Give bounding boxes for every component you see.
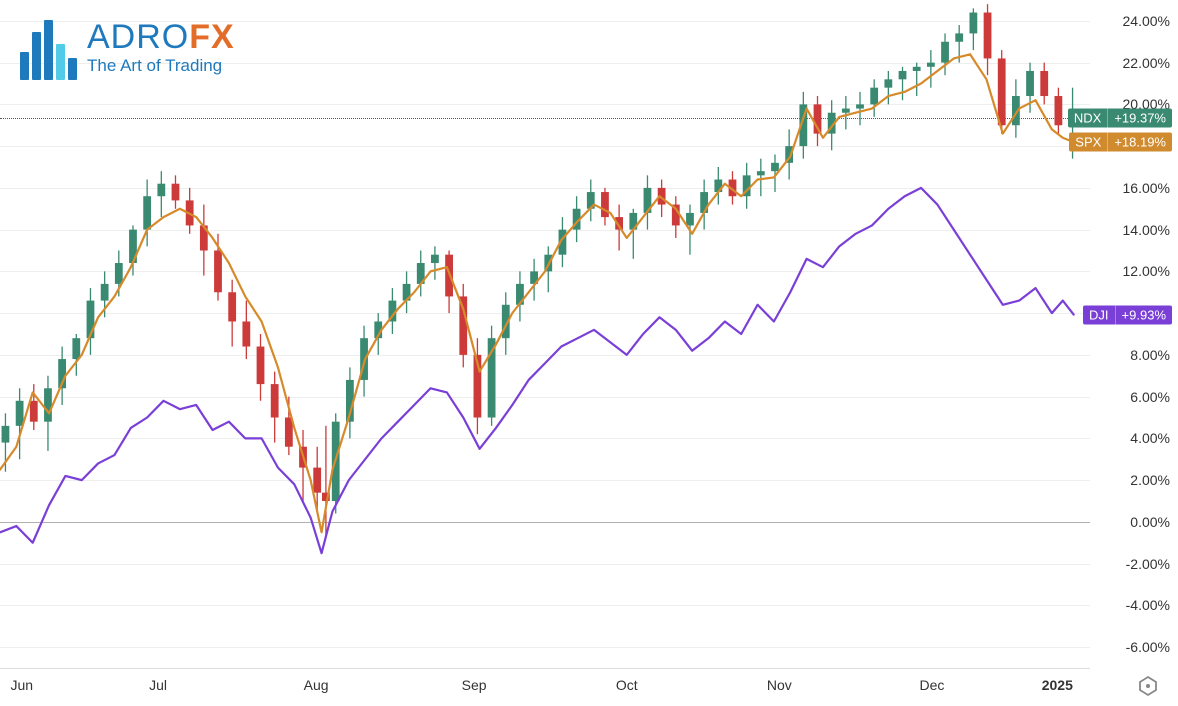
price-badge-spx[interactable]: SPX+18.19% <box>1069 133 1172 152</box>
y-tick-label: 8.00% <box>1130 347 1170 363</box>
y-tick-label: 2.00% <box>1130 472 1170 488</box>
x-tick-label: Dec <box>919 677 944 693</box>
logo-tagline: The Art of Trading <box>87 56 235 76</box>
badge-value: +9.93% <box>1115 305 1172 324</box>
logo-fx: FX <box>189 18 234 56</box>
x-tick-label: Jun <box>11 677 34 693</box>
price-badge-ndx[interactable]: NDX+19.37% <box>1068 108 1172 127</box>
x-tick-label: 2025 <box>1042 677 1073 693</box>
y-tick-label: 22.00% <box>1123 55 1170 71</box>
y-tick-label: -4.00% <box>1126 597 1170 613</box>
chart-plot-area[interactable] <box>0 0 1090 668</box>
badge-symbol: NDX <box>1068 108 1107 127</box>
y-tick-label: 4.00% <box>1130 430 1170 446</box>
x-tick-label: Nov <box>767 677 792 693</box>
badge-value: +18.19% <box>1107 133 1172 152</box>
badge-symbol: SPX <box>1069 133 1107 152</box>
y-tick-label: 0.00% <box>1130 514 1170 530</box>
y-tick-label: -6.00% <box>1126 639 1170 655</box>
logo-adro: ADRO <box>87 18 189 56</box>
badge-value: +19.37% <box>1107 108 1172 127</box>
y-tick-label: 14.00% <box>1123 222 1170 238</box>
price-badge-dji[interactable]: DJI+9.93% <box>1083 305 1172 324</box>
y-tick-label: 6.00% <box>1130 389 1170 405</box>
chart-svg <box>0 0 1090 668</box>
settings-icon[interactable] <box>1136 674 1160 698</box>
y-axis[interactable]: 24.00%22.00%20.00%18.00%16.00%14.00%12.0… <box>1090 0 1178 668</box>
brand-logo: ADROFX The Art of Trading <box>20 20 235 80</box>
x-tick-label: Oct <box>616 677 638 693</box>
y-tick-label: 12.00% <box>1123 263 1170 279</box>
x-tick-label: Jul <box>149 677 167 693</box>
y-tick-label: 24.00% <box>1123 13 1170 29</box>
x-axis[interactable]: Jun Jul Aug Sep Oct Nov Dec 2025 <box>0 668 1090 706</box>
logo-bars-icon <box>20 20 77 80</box>
logo-text: ADROFX <box>87 20 235 54</box>
x-tick-label: Aug <box>304 677 329 693</box>
badge-symbol: DJI <box>1083 305 1115 324</box>
y-tick-label: 16.00% <box>1123 180 1170 196</box>
y-tick-label: -2.00% <box>1126 556 1170 572</box>
x-tick-label: Sep <box>462 677 487 693</box>
